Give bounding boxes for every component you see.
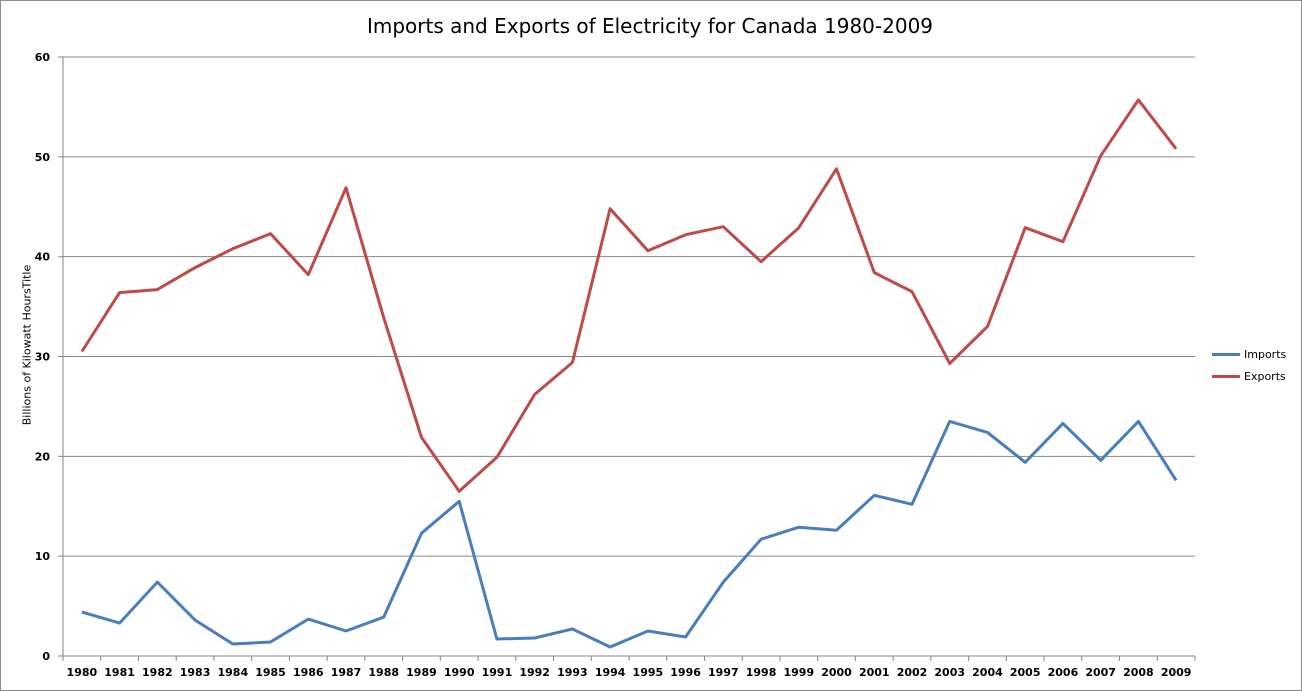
x-tick-label-1982: 1982 <box>142 666 173 679</box>
legend-item-imports: Imports <box>1212 343 1286 365</box>
x-tick-label-2009: 2009 <box>1161 666 1192 679</box>
x-tick-label-2004: 2004 <box>972 666 1003 679</box>
y-tick-label-40: 40 <box>35 251 51 264</box>
x-tick-label-1987: 1987 <box>331 666 362 679</box>
legend-item-exports: Exports <box>1212 365 1286 387</box>
series-line-imports <box>81 419 1178 649</box>
legend: Imports Exports <box>1212 343 1286 387</box>
x-tick-label-1984: 1984 <box>217 666 248 679</box>
x-tick-label-1991: 1991 <box>482 666 513 679</box>
x-tick-label-1983: 1983 <box>180 666 211 679</box>
legend-swatch-exports <box>1212 374 1240 378</box>
x-tick-label-1992: 1992 <box>519 666 550 679</box>
y-tick-label-60: 60 <box>35 51 51 64</box>
x-tick-label-1994: 1994 <box>595 666 626 679</box>
y-tick-label-10: 10 <box>35 550 51 563</box>
chart-title: Imports and Exports of Electricity for C… <box>366 14 934 38</box>
x-tick-label-1998: 1998 <box>746 666 777 679</box>
legend-label-exports: Exports <box>1244 369 1286 383</box>
x-tick-label-2001: 2001 <box>859 666 890 679</box>
x-tick-label-1986: 1986 <box>293 666 324 679</box>
x-tick-label-2007: 2007 <box>1085 666 1116 679</box>
x-tick-label-1999: 1999 <box>783 666 814 679</box>
x-tick-label-1981: 1981 <box>104 666 135 679</box>
x-tick-label-2003: 2003 <box>934 666 965 679</box>
x-tick-label-1980: 1980 <box>67 666 98 679</box>
x-tick-label-2002: 2002 <box>897 666 928 679</box>
y-tick-label-0: 0 <box>42 650 50 663</box>
legend-swatch-imports <box>1212 352 1240 356</box>
x-tick-label-1988: 1988 <box>368 666 399 679</box>
y-tick-label-30: 30 <box>35 351 51 364</box>
x-tick-label-1985: 1985 <box>255 666 286 679</box>
series-line-exports <box>80 98 1178 493</box>
x-tick-label-2006: 2006 <box>1048 666 1079 679</box>
x-tick-label-1995: 1995 <box>633 666 664 679</box>
x-tick-label-2000: 2000 <box>821 666 852 679</box>
y-tick-label-50: 50 <box>35 151 51 164</box>
legend-label-imports: Imports <box>1244 347 1287 361</box>
x-tick-label-1989: 1989 <box>406 666 437 679</box>
x-tick-label-1990: 1990 <box>444 666 475 679</box>
y-tick-label-20: 20 <box>35 450 51 463</box>
x-tick-label-1997: 1997 <box>708 666 739 679</box>
x-tick-label-1993: 1993 <box>557 666 588 679</box>
x-tick-label-2008: 2008 <box>1123 666 1154 679</box>
x-tick-label-1996: 1996 <box>670 666 701 679</box>
x-tick-label-2005: 2005 <box>1010 666 1041 679</box>
